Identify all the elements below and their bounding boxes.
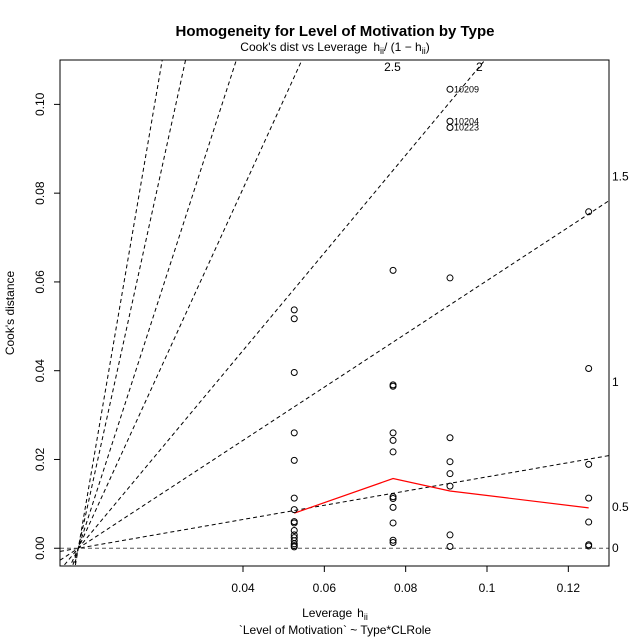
data-point-39	[585, 364, 593, 372]
smooth-line	[294, 477, 589, 514]
data-point-23	[389, 495, 397, 503]
data-point-33	[446, 458, 454, 466]
cooks-contour-line-6	[74, 60, 163, 566]
point-label-1: 10204	[454, 116, 479, 126]
data-point-9	[290, 526, 298, 534]
contour-top-label-0: 2.5	[384, 60, 401, 74]
data-point-30	[446, 123, 454, 131]
subtitle-sub: ii	[380, 46, 384, 56]
data-point-35	[446, 482, 454, 490]
data-point-37	[446, 542, 454, 550]
data-point-40	[585, 460, 593, 468]
x-axis-label-text: Leverage	[302, 606, 352, 620]
contour-top-label-1: 2	[476, 60, 483, 74]
x-axis-label: Leverage hii	[302, 606, 368, 622]
y-tick-label-3: 0.06	[33, 270, 47, 294]
subtitle-mid: / (1 − h	[384, 40, 422, 54]
cooks-contour-line-3	[69, 60, 303, 566]
data-point-4	[290, 456, 298, 464]
contour-right-label-1: 0.5	[612, 500, 629, 514]
data-point-20	[389, 436, 397, 444]
data-point-26	[389, 536, 397, 544]
y-tick-label-0: 0.00	[33, 536, 47, 560]
x-axis-label-formula: `Level of Motivation` ~ Type*CLRole	[239, 623, 432, 637]
cooks-contour-line-2	[62, 60, 486, 566]
subtitle-h: h	[373, 40, 380, 54]
x-tick-label-4: 0.12	[557, 581, 581, 595]
data-point-19	[389, 429, 397, 437]
plot-region	[60, 60, 609, 566]
data-point-36	[446, 531, 454, 539]
data-point-29	[446, 117, 454, 125]
chart-subtitle: Cook's dist vs Leverage hii/ (1 − hii)	[240, 40, 429, 56]
y-tick-label-5: 0.10	[33, 92, 47, 116]
y-tick-label-1: 0.02	[33, 447, 47, 471]
point-label-0: 10209	[454, 84, 479, 94]
x-tick-label-0: 0.04	[231, 581, 255, 595]
contour-right-label-2: 1	[612, 375, 619, 389]
chart-title: Homogeneity for Level of Motivation by T…	[176, 23, 495, 40]
data-point-2	[290, 368, 298, 376]
data-point-15	[290, 543, 298, 551]
x-tick-label-2: 0.08	[394, 581, 418, 595]
data-point-44	[585, 542, 593, 550]
data-point-8	[290, 519, 298, 527]
x-axis-label-sub: ii	[364, 612, 368, 622]
cooks-contour-line-1	[60, 200, 609, 561]
data-point-42	[585, 518, 593, 526]
data-point-18	[389, 382, 397, 390]
data-point-31	[446, 274, 454, 282]
point-label-2: 10223	[454, 122, 479, 132]
data-point-0	[290, 306, 298, 314]
cooks-contour-line-4	[72, 60, 237, 566]
y-tick-label-4: 0.08	[33, 181, 47, 205]
data-point-6	[290, 506, 298, 514]
subtitle-sub2: ii	[422, 46, 426, 56]
data-point-38	[585, 208, 593, 216]
cooks-contour-line-0	[60, 455, 609, 552]
cooks-contour-line-5	[73, 60, 187, 566]
data-point-25	[389, 519, 397, 527]
data-point-28	[446, 85, 454, 93]
x-tick-label-1: 0.06	[313, 581, 337, 595]
data-point-21	[389, 448, 397, 456]
y-tick-label-2: 0.04	[33, 359, 47, 383]
x-tick-label-3: 0.1	[479, 581, 496, 595]
contour-right-label-0: 0	[612, 541, 619, 555]
data-point-32	[446, 434, 454, 442]
data-point-1	[290, 315, 298, 323]
data-point-24	[389, 503, 397, 511]
data-point-41	[585, 494, 593, 502]
plot-frame	[59, 59, 610, 567]
subtitle-text: Cook's dist vs Leverage	[240, 40, 367, 54]
contour-right-label-3: 1.5	[612, 169, 629, 183]
data-point-27	[389, 538, 397, 546]
subtitle-end: )	[426, 40, 430, 54]
data-point-3	[290, 429, 298, 437]
data-point-5	[290, 494, 298, 502]
data-point-16	[389, 266, 397, 274]
y-axis-label: Cook's distance	[3, 271, 17, 356]
data-point-34	[446, 470, 454, 478]
x-axis-label-symbol: h	[357, 606, 364, 620]
